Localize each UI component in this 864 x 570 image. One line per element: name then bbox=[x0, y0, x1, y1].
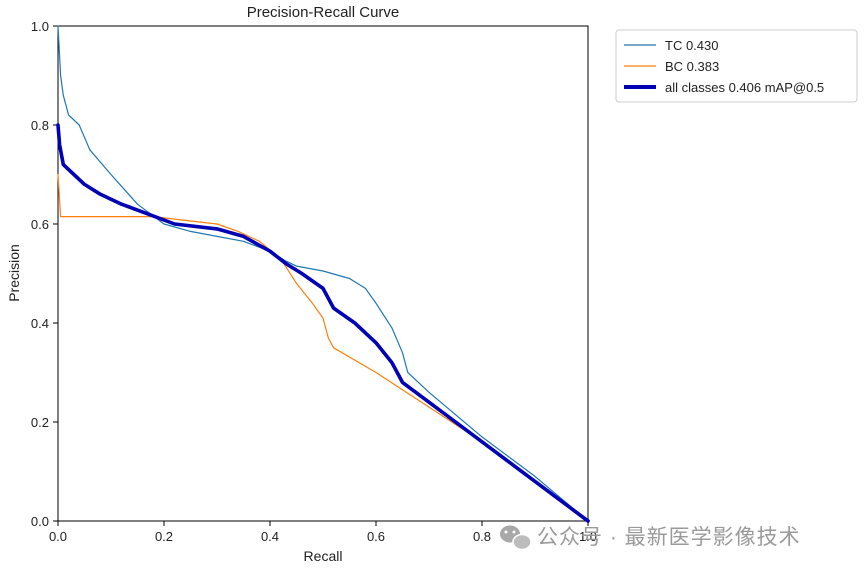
x-tick-label: 0.8 bbox=[473, 529, 491, 544]
x-tick-label: 0.6 bbox=[367, 529, 385, 544]
plot-area bbox=[57, 25, 589, 522]
legend-label-bc: BC 0.383 bbox=[665, 59, 719, 74]
axis-ticks: 0.0 0.2 0.4 0.6 0.8 1.0 0.0 0.2 0.4 0.6 0.8 1.0 bbox=[31, 19, 597, 544]
y-axis-label: Precision bbox=[6, 244, 22, 302]
x-tick-label: 0.4 bbox=[261, 529, 279, 544]
legend-box bbox=[615, 29, 858, 103]
y-tick-label: 0.6 bbox=[31, 217, 49, 232]
x-axis-label: Recall bbox=[304, 548, 343, 564]
legend: TC 0.430 BC 0.383 all classes 0.406 mAP@… bbox=[615, 29, 858, 103]
y-tick-label: 0.4 bbox=[31, 316, 49, 331]
watermark-text: 公众号 · 最新医学影像技术 bbox=[537, 526, 801, 549]
chart-title: Precision-Recall Curve bbox=[247, 4, 400, 21]
y-tick-label: 0.8 bbox=[31, 118, 49, 133]
watermark: 公众号 · 最新医学影像技术 bbox=[500, 525, 801, 551]
x-tick-label: 0.0 bbox=[49, 529, 67, 544]
x-tick-label: 0.2 bbox=[155, 529, 173, 544]
wechat-icon bbox=[500, 525, 532, 551]
x-tick-label: 1.0 bbox=[579, 529, 597, 544]
series-line-all-classes bbox=[56, 123, 590, 523]
y-tick-label: 0.2 bbox=[31, 415, 49, 430]
legend-label-all: all classes 0.406 mAP@0.5 bbox=[665, 80, 824, 95]
series-line-bc bbox=[57, 173, 589, 522]
y-tick-label: 1.0 bbox=[31, 19, 49, 34]
legend-label-tc: TC 0.430 bbox=[665, 38, 718, 53]
y-tick-label: 0.0 bbox=[31, 514, 49, 529]
series-lines bbox=[56, 25, 590, 523]
